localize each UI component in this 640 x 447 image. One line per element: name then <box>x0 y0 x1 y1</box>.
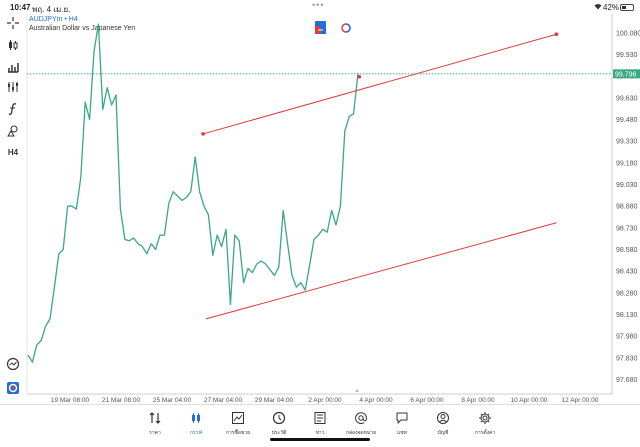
y-tick-label: 98.130 <box>616 312 638 319</box>
y-tick-label: 97.830 <box>616 355 638 362</box>
bar-chart-icon[interactable] <box>6 60 20 74</box>
trendline[interactable] <box>202 33 557 135</box>
x-tick-label: 4 Apr 00:00 <box>359 397 393 404</box>
y-tick-label: 98.280 <box>616 290 638 297</box>
x-tick-label: 21 Mar 08:00 <box>102 397 141 404</box>
tab-trade[interactable]: การซื้อขาย <box>216 411 260 437</box>
y-tick-label: 97.980 <box>616 334 638 341</box>
x-tick-label: 6 Apr 00:00 <box>410 397 444 404</box>
y-tick-label: 99.930 <box>616 52 638 59</box>
tab-label: การซื้อขาย <box>225 430 251 436</box>
candles-icon <box>192 413 200 423</box>
tab-label: กราฟ <box>189 430 203 436</box>
trade-signal-icon[interactable] <box>6 381 20 395</box>
x-tick-label: 29 Mar 04:00 <box>255 397 294 404</box>
objects-icon[interactable] <box>6 124 20 138</box>
tab-account[interactable]: บัญชี <box>421 411 465 437</box>
tab-label: บัญชี <box>437 430 449 436</box>
home-indicator <box>270 438 370 441</box>
one-click-trading-icon[interactable] <box>6 357 20 371</box>
y-tick-label: 98.880 <box>616 204 638 211</box>
x-tick-label: 27 Mar 04:00 <box>204 397 243 404</box>
chart-title: AUDJPYm • H4 Australian Dollar vs Japane… <box>29 16 136 32</box>
battery-icon <box>620 4 634 11</box>
price-series-line <box>27 23 359 363</box>
x-tick-label: 19 Mar 08:00 <box>51 397 90 404</box>
tab-news[interactable]: ข่าว <box>298 411 342 437</box>
trendline-anchor-point[interactable] <box>201 132 205 136</box>
history-icon <box>272 411 286 425</box>
tab-label: ราคา <box>149 430 161 436</box>
timeframe-button[interactable]: H4 <box>7 148 19 157</box>
function-icon[interactable] <box>6 102 20 116</box>
x-tick-label: 2 Apr 00:00 <box>308 397 342 404</box>
quick-trade-icon[interactable] <box>341 20 351 33</box>
arrows-updown-icon <box>149 412 161 424</box>
current-price-label: 99.796 <box>615 71 637 78</box>
y-tick-label: 99.630 <box>616 95 638 102</box>
symbol-label[interactable]: AUDJPYm <box>29 16 63 23</box>
indicators-icon[interactable] <box>6 80 20 94</box>
status-time: 10:47 <box>10 3 31 12</box>
buy-sell-icon[interactable] <box>315 21 326 34</box>
trend-chart-icon <box>232 412 244 424</box>
y-tick-label: 98.580 <box>616 247 638 254</box>
y-tick-label: 97.680 <box>616 377 638 384</box>
y-tick-label: 98.430 <box>616 269 638 276</box>
trendline-anchor-point[interactable] <box>357 75 362 79</box>
x-tick-label: 10 Apr 00:00 <box>511 397 548 404</box>
status-bar: 10:47 พฤ. 4 เม.ย. ••• 42% <box>0 0 640 14</box>
chat-icon <box>396 412 408 424</box>
gear-icon <box>479 412 491 424</box>
tab-chart[interactable]: กราฟ <box>174 411 218 437</box>
status-date: พฤ. 4 เม.ย. <box>32 5 71 14</box>
x-tick-label: 12 Apr 00:00 <box>562 397 599 404</box>
tab-history[interactable]: ประวัติ <box>257 411 301 437</box>
tab-label: การตั้งค่า <box>474 430 496 436</box>
battery-percent: 42% <box>603 3 620 12</box>
y-tick-label: 99.030 <box>616 182 638 189</box>
news-icon <box>314 412 326 424</box>
tab-settings[interactable]: การตั้งค่า <box>463 411 507 437</box>
tab-label: แชท <box>397 430 407 436</box>
current-price-tag <box>613 69 640 79</box>
y-tick-label: 100.080 <box>616 30 640 37</box>
multitasking-dots[interactable]: ••• <box>312 0 325 10</box>
y-tick-label: 99.180 <box>616 160 638 167</box>
y-tick-label: 99.330 <box>616 139 638 146</box>
symbol-description: Australian Dollar vs Japanese Yen <box>29 25 136 32</box>
y-tick-label: 98.730 <box>616 225 638 232</box>
tab-mailbox[interactable]: กล่องจดหมาย <box>339 411 383 437</box>
tab-label: ประวัติ <box>271 430 287 436</box>
tab-label: กล่องจดหมาย <box>345 430 377 436</box>
account-icon <box>437 412 449 424</box>
tab-chat[interactable]: แชท <box>380 411 424 437</box>
trendline[interactable] <box>205 222 557 320</box>
chart-toolbar: H4 <box>0 14 26 398</box>
wifi-icon <box>594 3 602 12</box>
candlestick-icon[interactable] <box>6 38 20 52</box>
tab-quotes[interactable]: ราคา <box>133 411 177 437</box>
trendline-anchor-point[interactable] <box>554 32 559 37</box>
at-icon <box>355 412 367 424</box>
crosshair-icon[interactable] <box>6 16 20 30</box>
y-tick-label: 99.480 <box>616 117 638 124</box>
timeframe-label: H4 <box>68 16 78 23</box>
tab-label: ข่าว <box>315 430 325 436</box>
x-tick-label: 8 Apr 00:00 <box>461 397 495 404</box>
x-tick-label: 25 Mar 04:00 <box>153 397 192 404</box>
scroll-end-marker[interactable] <box>355 389 359 392</box>
price-chart[interactable]: 100.08099.93099.78099.63099.48099.33099.… <box>0 0 640 404</box>
